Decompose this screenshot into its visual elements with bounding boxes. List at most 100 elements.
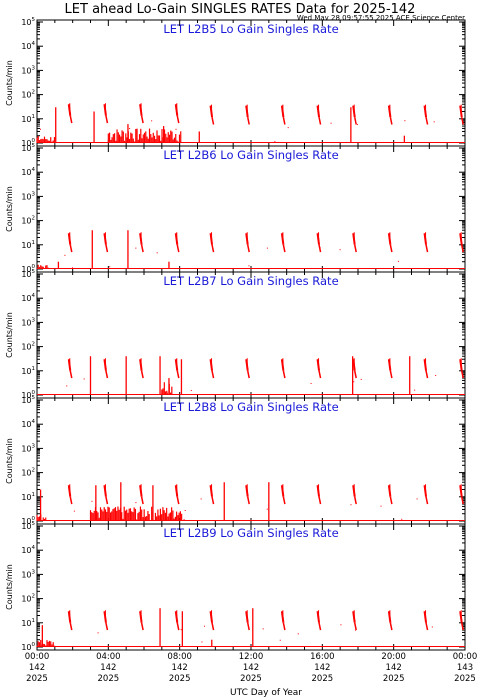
x-tick-label-doy: 142	[243, 663, 259, 673]
x-axis-title: UTC Day of Year	[230, 688, 302, 698]
rate-spike	[282, 370, 286, 379]
rate-spike	[246, 496, 250, 505]
x-axis: 00:00142202504:00142202508:00142202512:0…	[25, 652, 478, 684]
panel-5: LET L2B9 Lo Gain Singles Rate Counts/min 1…	[5, 521, 466, 652]
rate-point	[350, 504, 352, 506]
y-axis-label: Counts/min	[5, 438, 14, 484]
rate-point	[414, 389, 416, 391]
rate-point	[353, 381, 355, 383]
rate-point	[109, 266, 111, 268]
rate-spike	[389, 496, 393, 505]
rate-point	[404, 120, 406, 122]
rate-point	[129, 128, 131, 130]
rate-point	[330, 122, 332, 124]
y-tick-label: 103	[21, 191, 35, 201]
y-tick-label: 103	[21, 65, 35, 75]
rate-point	[64, 254, 66, 256]
x-tick-label-year: 2025	[26, 674, 48, 684]
rate-point	[72, 267, 74, 269]
rate-point	[39, 128, 41, 130]
rate-spike	[318, 117, 322, 125]
rate-spike	[425, 370, 429, 379]
y-tick-label: 100	[21, 138, 35, 148]
rate-spike	[318, 244, 322, 253]
rate-spike	[389, 244, 393, 253]
panel-1: LET L2B5 Lo Gain Singles Rate Counts/min 1…	[5, 17, 466, 148]
rate-spike	[176, 496, 180, 505]
rate-point	[431, 626, 433, 628]
rate-spike	[389, 370, 393, 379]
rate-spike	[353, 496, 357, 505]
panels: LET L2B5 Lo Gain Singles Rate Counts/min 1…	[5, 17, 466, 652]
rate-point	[274, 141, 276, 143]
x-tick-label-year: 2025	[240, 674, 262, 684]
y-axis-label: Counts/min	[5, 564, 14, 610]
rate-point	[167, 392, 169, 394]
y-tick-label: 105	[21, 521, 35, 531]
x-tick-label-time: 00:00	[453, 652, 478, 662]
rate-spike	[211, 370, 215, 379]
rate-point	[416, 498, 418, 500]
rate-spike	[69, 496, 73, 505]
rate-spike	[353, 117, 357, 125]
panel-2: LET L2B6 Lo Gain Singles Rate Counts/min 1…	[5, 143, 466, 274]
rate-point	[401, 518, 403, 520]
y-tick-label: 103	[21, 443, 35, 453]
x-tick-label-doy: 143	[457, 663, 473, 673]
rate-spike	[282, 496, 286, 505]
y-tick-label: 102	[21, 90, 35, 100]
rate-spike	[425, 244, 429, 253]
rate-spike	[211, 496, 215, 505]
rate-spike	[140, 622, 144, 631]
rate-spike	[353, 370, 357, 379]
y-axis-label: Counts/min	[5, 186, 14, 232]
panel-frame	[36, 145, 466, 273]
y-tick-label: 105	[21, 395, 35, 405]
panel-title: LET L2B8 Lo Gain Singles Rate	[163, 400, 338, 414]
x-tick-label-time: 04:00	[96, 652, 121, 662]
rate-spike	[105, 115, 109, 124]
rate-spike	[211, 244, 215, 253]
rate-spike	[318, 496, 322, 505]
rate-spike	[282, 622, 286, 631]
rate-point	[355, 629, 357, 631]
rate-point	[266, 508, 268, 510]
rate-spike	[176, 622, 180, 631]
x-tick-label-doy: 142	[29, 663, 45, 673]
panel-title: LET L2B6 Lo Gain Singles Rate	[163, 148, 338, 162]
rate-point	[435, 374, 437, 376]
rate-point	[380, 505, 382, 507]
rate-point	[266, 247, 268, 249]
rate-spike	[318, 622, 322, 631]
rate-spike	[246, 244, 250, 253]
rate-point	[190, 389, 192, 391]
rate-spike	[282, 117, 286, 125]
x-tick-label-time: 08:00	[167, 652, 192, 662]
chart-title: LET ahead Lo-Gain SINGLES RATES Data for…	[65, 2, 416, 17]
y-tick-label: 104	[21, 167, 35, 177]
rate-point	[135, 502, 137, 504]
y-tick-label: 103	[21, 569, 35, 579]
rate-point	[97, 632, 99, 634]
rate-point	[184, 509, 186, 511]
x-tick-label-doy: 142	[100, 663, 116, 673]
rate-point	[339, 249, 341, 251]
rate-point	[319, 247, 321, 249]
rate-spike	[69, 622, 73, 631]
generation-timestamp: Wed May 28 09:57:55 2025 ACE Science Cen…	[297, 14, 465, 22]
y-tick-label: 100	[21, 390, 35, 400]
rate-spike	[246, 370, 250, 379]
y-tick-label: 100	[21, 642, 35, 652]
y-axis-label: Counts/min	[5, 60, 14, 106]
rate-spike	[105, 622, 109, 631]
y-tick-label: 102	[21, 594, 35, 604]
rate-spike	[460, 496, 464, 505]
rate-point	[248, 265, 250, 267]
rate-spike	[69, 244, 73, 253]
x-tick-label-doy: 142	[172, 663, 188, 673]
rate-spike	[69, 370, 73, 379]
panel-frame	[36, 523, 466, 651]
rate-point	[279, 639, 281, 641]
rate-point	[214, 394, 216, 396]
